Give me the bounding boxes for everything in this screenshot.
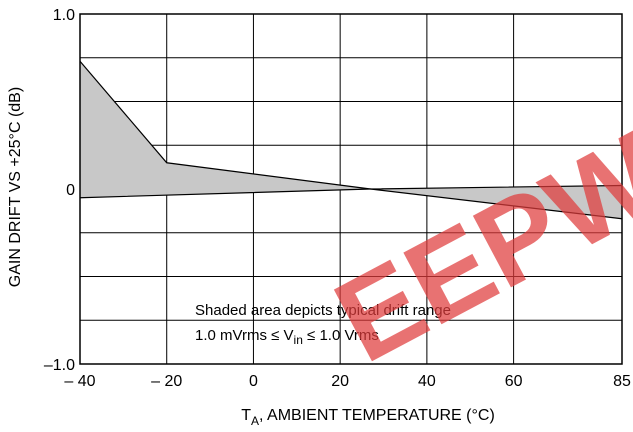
series-line-1 xyxy=(79,184,623,199)
y-axis-label: GAIN DRIFT VS +25°C (dB) xyxy=(7,87,24,287)
drift-range-shading xyxy=(80,61,622,219)
annotation-line-2-sub: in xyxy=(294,333,303,347)
x-tick-labels: – 40 – 20 0 20 40 60 85 xyxy=(64,373,631,390)
x-tick-label-0: – 40 xyxy=(64,373,95,390)
y-tick-labels: 1.0 0 –1.0 xyxy=(44,7,75,374)
x-tick-label-2: 0 xyxy=(249,373,258,390)
watermark-text: EEPW xyxy=(315,108,633,388)
drift-range-area xyxy=(80,61,622,219)
annotation-line-2: 1.0 mVrms ≤ Vin ≤ 1.0 Vrms xyxy=(195,327,379,347)
x-tick-label-5: 60 xyxy=(505,373,523,390)
annotation-line-1: Shaded area depicts typical drift range xyxy=(195,302,451,319)
series-lines xyxy=(79,60,623,220)
x-tick-label-1: – 20 xyxy=(151,373,182,390)
x-tick-label-4: 40 xyxy=(418,373,436,390)
y-tick-label-1: 0 xyxy=(66,182,75,199)
x-tick-label-6: 85 xyxy=(613,373,631,390)
annotation-line-2-suffix: ≤ 1.0 Vrms xyxy=(303,327,379,344)
annotation-line-2-prefix: 1.0 mVrms ≤ V xyxy=(195,327,294,344)
series-line-0 xyxy=(79,60,623,220)
y-tick-label-0: 1.0 xyxy=(53,7,75,24)
watermark: EEPW xyxy=(315,108,633,388)
x-axis-label-sub: A xyxy=(251,414,259,428)
x-axis-label-rest: , AMBIENT TEMPERATURE (°C) xyxy=(259,407,495,424)
x-tick-label-3: 20 xyxy=(331,373,349,390)
x-axis-label-main: T xyxy=(241,407,251,424)
x-axis-label: TA, AMBIENT TEMPERATURE (°C) xyxy=(241,407,495,428)
plot-frame xyxy=(79,13,623,365)
y-tick-label-2: –1.0 xyxy=(44,357,75,374)
